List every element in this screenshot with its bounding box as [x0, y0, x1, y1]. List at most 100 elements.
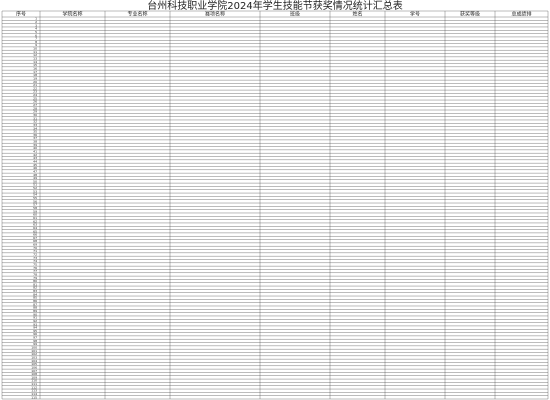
row-serial: 59 [33, 209, 37, 213]
row-serial: 50 [33, 179, 37, 183]
row-serial: 90 [33, 312, 37, 316]
row-serial: 87 [33, 302, 37, 306]
row-serial: 111 [31, 382, 37, 386]
row-serial: 11 [33, 50, 37, 54]
row-serial: 95 [33, 329, 37, 333]
row-serial: 91 [33, 316, 37, 320]
column-header: 获奖等级 [460, 11, 480, 18]
row-serial: 69 [33, 243, 37, 247]
row-serial: 10 [33, 47, 37, 51]
column-header: 班级 [290, 11, 300, 18]
sheet-title: 台州科技职业学院2024年学生技能节获奖情况统计汇总表 [147, 0, 402, 12]
column-header: 学院名称 [62, 11, 82, 18]
row-serial: 61 [33, 216, 37, 220]
row-serial: 77 [33, 269, 37, 273]
row-serial: 5 [35, 30, 37, 34]
row-serial: 39 [33, 143, 37, 147]
row-serial: 37 [33, 136, 37, 140]
row-serial: 6 [35, 33, 37, 37]
row-serial: 21 [33, 83, 37, 87]
row-serial: 93 [33, 322, 37, 326]
row-serial: 47 [33, 169, 37, 173]
row-serial: 89 [33, 309, 37, 313]
row-serial: 100 [31, 346, 37, 350]
row-serial: 92 [33, 319, 37, 323]
row-serial: 46 [33, 166, 37, 170]
column-header: 序号 [16, 11, 26, 18]
row-serial: 109 [31, 375, 37, 379]
row-serial: 25 [33, 96, 37, 100]
row-serial: 16 [33, 66, 37, 70]
row-serial: 57 [33, 203, 37, 207]
row-serial: 101 [31, 349, 37, 353]
row-serial: 85 [33, 296, 37, 300]
row-serial: 63 [33, 223, 37, 227]
row-serial: 49 [33, 176, 37, 180]
row-serial: 13 [33, 57, 37, 61]
column-header: 总成绩排 [511, 11, 531, 18]
row-serial: 20 [33, 80, 37, 84]
row-serial: 30 [33, 113, 37, 117]
row-serial: 72 [33, 253, 37, 257]
row-serial: 17 [33, 70, 37, 74]
row-serial: 99 [33, 342, 37, 346]
row-serial: 64 [33, 226, 37, 230]
row-serial: 86 [33, 299, 37, 303]
row-serial: 55 [33, 196, 37, 200]
column-header: 学号 [410, 11, 420, 18]
row-serial: 40 [33, 146, 37, 150]
row-serial: 14 [33, 60, 37, 64]
row-serial: 54 [33, 193, 37, 197]
column-header: 姓名 [352, 11, 362, 18]
row-serial: 8 [35, 40, 37, 44]
row-serial: 103 [31, 355, 37, 359]
row-serial: 78 [33, 272, 37, 276]
row-serial: 74 [33, 259, 37, 263]
row-serial: 62 [33, 219, 37, 223]
row-serial: 2 [35, 20, 37, 24]
row-serial: 70 [33, 246, 37, 250]
row-serial: 107 [31, 369, 37, 373]
row-serial: 80 [33, 279, 37, 283]
row-serial: 79 [33, 276, 37, 280]
row-serial: 88 [33, 306, 37, 310]
row-serial: 3 [35, 23, 37, 27]
row-serial: 106 [31, 365, 37, 369]
row-serial: 28 [33, 106, 37, 110]
row-serial: 71 [33, 249, 37, 253]
row-serial: 41 [33, 150, 37, 154]
row-serial: 45 [33, 163, 37, 167]
row-serial: 68 [33, 239, 37, 243]
row-serial: 18 [33, 73, 37, 77]
row-serial: 52 [33, 186, 37, 190]
row-serial: 9 [35, 43, 37, 47]
row-serial: 60 [33, 213, 37, 217]
row-serial: 26 [33, 100, 37, 104]
row-serial: 7 [35, 37, 37, 41]
row-serial: 105 [31, 362, 37, 366]
row-serial: 43 [33, 156, 37, 160]
row-serial: 81 [33, 282, 37, 286]
row-serial: 31 [33, 116, 37, 120]
row-serial: 44 [33, 159, 37, 163]
row-serial: 75 [33, 262, 37, 266]
row-serial: 114 [31, 392, 37, 396]
row-serial: 97 [33, 336, 37, 340]
row-serial: 42 [33, 153, 37, 157]
row-serial: 98 [33, 339, 37, 343]
row-serial: 36 [33, 133, 37, 137]
row-serial: 15 [33, 63, 37, 67]
column-header: 赛项名称 [205, 11, 225, 18]
row-serial: 58 [33, 206, 37, 210]
row-serial: 51 [33, 183, 37, 187]
row-serial: 73 [33, 256, 37, 260]
row-serial: 34 [33, 126, 37, 130]
column-header: 专业名称 [127, 11, 147, 18]
row-serial: 35 [33, 130, 37, 134]
row-serial: 94 [33, 326, 37, 330]
row-serial: 38 [33, 140, 37, 144]
row-serial: 76 [33, 266, 37, 270]
row-serial: 48 [33, 173, 37, 177]
row-serial: 108 [31, 372, 37, 376]
